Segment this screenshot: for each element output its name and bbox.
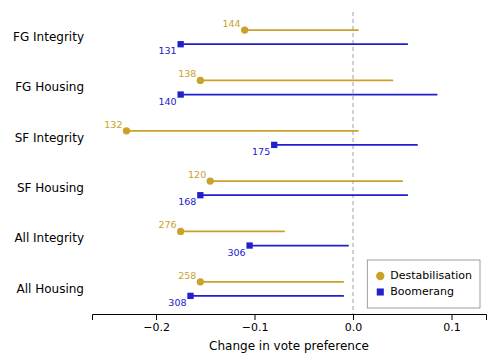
estimate-marker bbox=[187, 293, 193, 299]
interval-line bbox=[200, 281, 343, 283]
n-label: 276 bbox=[159, 219, 177, 230]
interval-line bbox=[200, 194, 407, 196]
interval-line bbox=[181, 231, 284, 233]
x-tick-mark bbox=[353, 314, 354, 320]
x-axis: −0.2 −0.1 0.0 0.1 bbox=[93, 314, 487, 334]
y-tick-label: SF Integrity bbox=[15, 131, 84, 145]
estimate-marker bbox=[207, 177, 214, 184]
x-tick: 0.1 bbox=[443, 314, 461, 334]
y-tick: SF Housing bbox=[17, 181, 84, 195]
n-label: 138 bbox=[178, 68, 196, 79]
y-tick-label: SF Housing bbox=[17, 181, 84, 195]
estimate-marker bbox=[177, 91, 183, 97]
legend-label: Boomerang bbox=[390, 285, 454, 298]
legend-symbol bbox=[376, 272, 384, 280]
x-axis-line bbox=[93, 315, 487, 321]
estimate-marker bbox=[197, 278, 204, 285]
x-tick-label: −0.1 bbox=[242, 321, 269, 334]
n-label: 168 bbox=[178, 196, 196, 207]
y-tick-label: FG Integrity bbox=[13, 30, 84, 44]
y-tick: FG Housing bbox=[15, 80, 84, 94]
n-label: 131 bbox=[159, 45, 177, 56]
n-label: 306 bbox=[227, 247, 245, 258]
x-tick: −0.1 bbox=[242, 314, 269, 334]
estimate-marker bbox=[241, 26, 248, 33]
estimate-marker bbox=[123, 127, 130, 134]
n-label: 132 bbox=[104, 119, 122, 130]
n-label: 258 bbox=[178, 270, 196, 281]
n-label: 120 bbox=[188, 169, 206, 180]
n-labels: 144 138 132 120 276 258 131 140 175 168 306 308 bbox=[104, 18, 270, 308]
x-tick-label: −0.2 bbox=[143, 321, 170, 334]
legend: Destabilisation Boomerang bbox=[367, 260, 480, 308]
reference-line bbox=[353, 12, 354, 314]
x-tick: 0.0 bbox=[345, 314, 363, 334]
y-tick-label: All Integrity bbox=[14, 231, 84, 245]
legend-symbol bbox=[377, 288, 384, 295]
interval-line bbox=[126, 130, 357, 132]
estimate-marker bbox=[246, 242, 252, 248]
interval-line bbox=[200, 80, 392, 82]
legend-frame bbox=[367, 260, 480, 308]
y-tick-label: FG Housing bbox=[15, 80, 84, 94]
y-axis: FG Integrity FG Housing SF Integrity SF Hou… bbox=[13, 30, 84, 296]
n-label: 308 bbox=[168, 297, 186, 308]
x-axis-title: Change in vote preference bbox=[209, 339, 369, 353]
interval-line bbox=[191, 295, 344, 297]
legend-label: Destabilisation bbox=[390, 269, 472, 282]
y-tick: All Housing bbox=[17, 282, 84, 296]
estimate-marker bbox=[197, 77, 204, 84]
interval-line bbox=[245, 29, 358, 31]
x-tick: −0.2 bbox=[143, 314, 170, 334]
y-tick: All Integrity bbox=[14, 231, 84, 245]
x-tick-mark bbox=[156, 314, 157, 320]
x-tick-label: 0.1 bbox=[443, 321, 461, 334]
estimate-marker bbox=[197, 192, 203, 198]
n-label: 175 bbox=[252, 146, 270, 157]
interval-line bbox=[181, 43, 408, 45]
x-tick-label: 0.0 bbox=[345, 321, 363, 334]
n-label: 144 bbox=[223, 18, 241, 29]
x-tick-mark bbox=[452, 314, 453, 320]
chart: −0.2 −0.1 0.0 0.1 FG Integrity FG Housing SF I… bbox=[0, 0, 500, 358]
estimate-marker bbox=[177, 41, 183, 47]
estimate-marker bbox=[177, 228, 184, 235]
series bbox=[123, 26, 402, 285]
interval-line bbox=[210, 180, 402, 182]
n-label: 140 bbox=[159, 96, 177, 107]
interval-line bbox=[181, 94, 437, 96]
interval-line bbox=[274, 144, 417, 146]
x-tick-mark bbox=[255, 314, 256, 320]
y-tick: FG Integrity bbox=[13, 30, 84, 44]
estimate-marker bbox=[271, 142, 277, 148]
interval-line bbox=[250, 245, 349, 247]
y-tick-label: All Housing bbox=[17, 282, 84, 296]
y-tick: SF Integrity bbox=[15, 131, 84, 145]
